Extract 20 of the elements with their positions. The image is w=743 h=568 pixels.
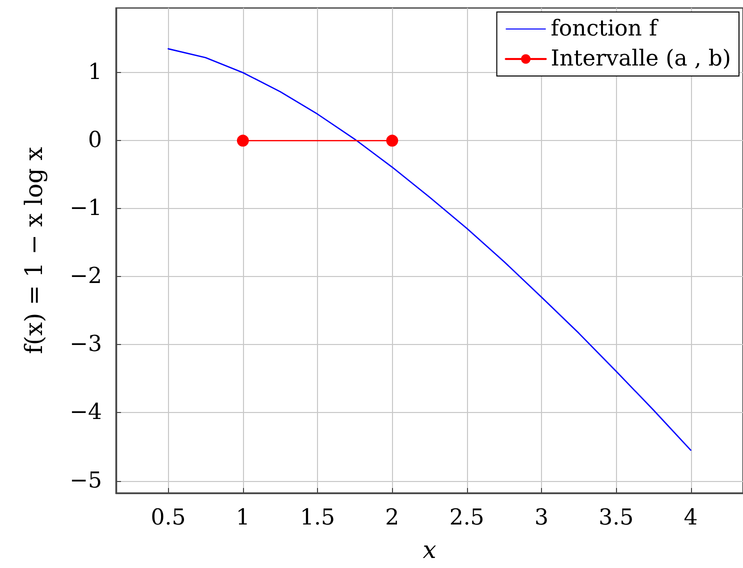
x-tick-label: 3: [534, 506, 548, 530]
y-tick-label: −4: [70, 400, 102, 426]
y-tick-label: −1: [70, 196, 102, 222]
y-tick-label: −3: [70, 332, 102, 358]
x-tick-label: 2: [385, 506, 400, 530]
x-tick-label: 1: [236, 506, 250, 530]
x-tick-label: 2.5: [449, 506, 484, 530]
y-tick-label: 1: [88, 60, 102, 86]
x-axis-title: x: [422, 536, 437, 564]
legend-label: Intervalle (a , b): [550, 46, 732, 72]
y-axis-title: f(x) = 1 − x log x: [20, 146, 48, 354]
line-series: [168, 48, 692, 451]
y-tick-label: 0: [88, 128, 102, 154]
x-tick-label: 4: [684, 506, 698, 530]
x-tick-label: 0.5: [150, 506, 186, 530]
x-tick-label: 3.5: [598, 506, 634, 530]
y-tick-label: −5: [70, 468, 102, 494]
x-tick-label: 1.5: [300, 506, 336, 530]
y-tick-label: −2: [70, 264, 102, 290]
legend-label: fonction f: [550, 16, 659, 42]
